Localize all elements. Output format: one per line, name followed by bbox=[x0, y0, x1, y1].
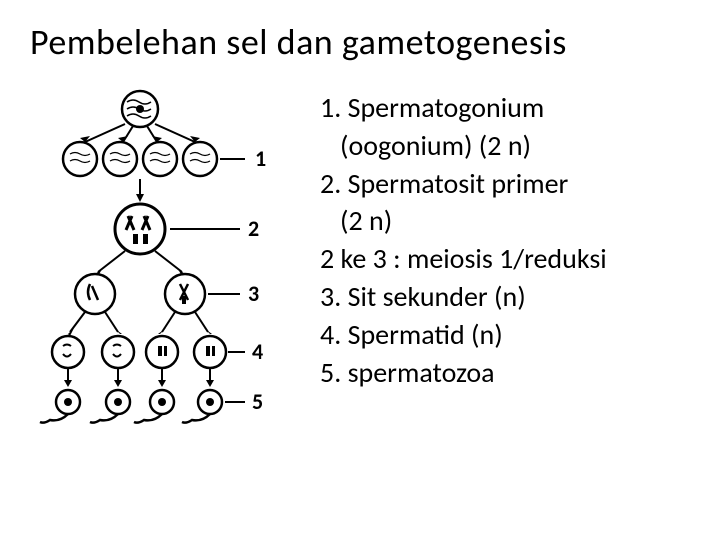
slide-title: Pembelehan sel dan gametogenesis bbox=[30, 20, 690, 64]
list-item: 1. Spermatogonium bbox=[320, 89, 690, 127]
cell-row-2: 1 bbox=[63, 142, 266, 202]
cell-row-6: 5 bbox=[40, 388, 263, 423]
list-item: 4. Spermatid (n) bbox=[320, 316, 690, 354]
list-item: (2 n) bbox=[320, 202, 690, 240]
spermatogenesis-diagram: 1 2 bbox=[30, 84, 310, 444]
cell-row-3: 2 bbox=[95, 204, 259, 278]
list-item: 2 ke 3 : meiosis 1/reduksi bbox=[320, 240, 690, 278]
cell-row-5: 4 bbox=[52, 336, 263, 387]
content-area: 1 2 bbox=[30, 84, 690, 444]
text-list: 1. Spermatogonium(oogonium) (2 n)2. Sper… bbox=[320, 84, 690, 391]
diagram-label-1: 1 bbox=[255, 145, 266, 172]
diagram-label-5: 5 bbox=[252, 388, 263, 415]
list-item: 3. Sit sekunder (n) bbox=[320, 278, 690, 316]
cell-row-4: 3 bbox=[68, 274, 259, 336]
cell-row-1 bbox=[80, 91, 200, 142]
list-item: 2. Spermatosit primer bbox=[320, 165, 690, 203]
diagram-label-4: 4 bbox=[252, 338, 263, 365]
diagram-label-2: 2 bbox=[248, 215, 259, 242]
list-item: 5. spermatozoa bbox=[320, 354, 690, 392]
list-item: (oogonium) (2 n) bbox=[320, 127, 690, 165]
diagram-label-3: 3 bbox=[248, 280, 259, 307]
